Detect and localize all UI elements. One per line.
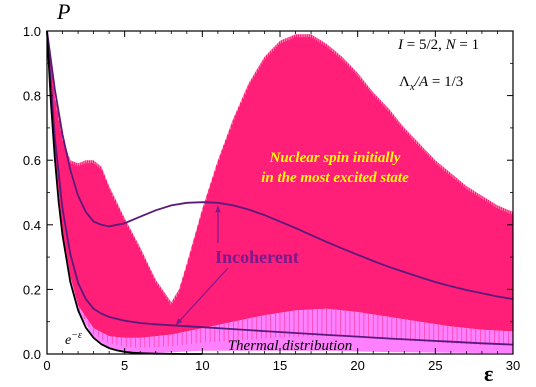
x-tick-label: 25 bbox=[428, 358, 442, 373]
y-tick-label: 0.6 bbox=[23, 153, 41, 168]
y-tick-label: 0.0 bbox=[23, 347, 41, 362]
x-tick-label: 0 bbox=[43, 358, 50, 373]
annotation-incoherent: Incoherent bbox=[215, 247, 299, 267]
x-tick-label: 20 bbox=[350, 358, 364, 373]
x-axis-label: ε bbox=[484, 361, 493, 386]
y-axis-label: P bbox=[56, 0, 70, 24]
y-tick-label: 0.2 bbox=[23, 282, 41, 297]
annotation-i-n: I = 5/2, N = 1 bbox=[397, 37, 479, 53]
annotation-lambda: Λx/A = 1/3 bbox=[399, 74, 463, 93]
annotation-exp: e−ε bbox=[65, 330, 82, 348]
x-tick-label: 5 bbox=[121, 358, 128, 373]
annotation-thermal: Thermal distribution bbox=[228, 338, 353, 354]
annotation-excited-line1: Nuclear spin initially bbox=[269, 150, 401, 166]
x-tick-label: 15 bbox=[273, 358, 287, 373]
y-tick-label: 1.0 bbox=[23, 24, 41, 39]
x-tick-label: 10 bbox=[195, 358, 209, 373]
y-tick-label: 0.4 bbox=[23, 218, 41, 233]
annotation-excited-line2: in the most excited state bbox=[261, 170, 409, 186]
y-tick-label: 0.8 bbox=[23, 89, 41, 104]
x-tick-label: 30 bbox=[506, 358, 520, 373]
